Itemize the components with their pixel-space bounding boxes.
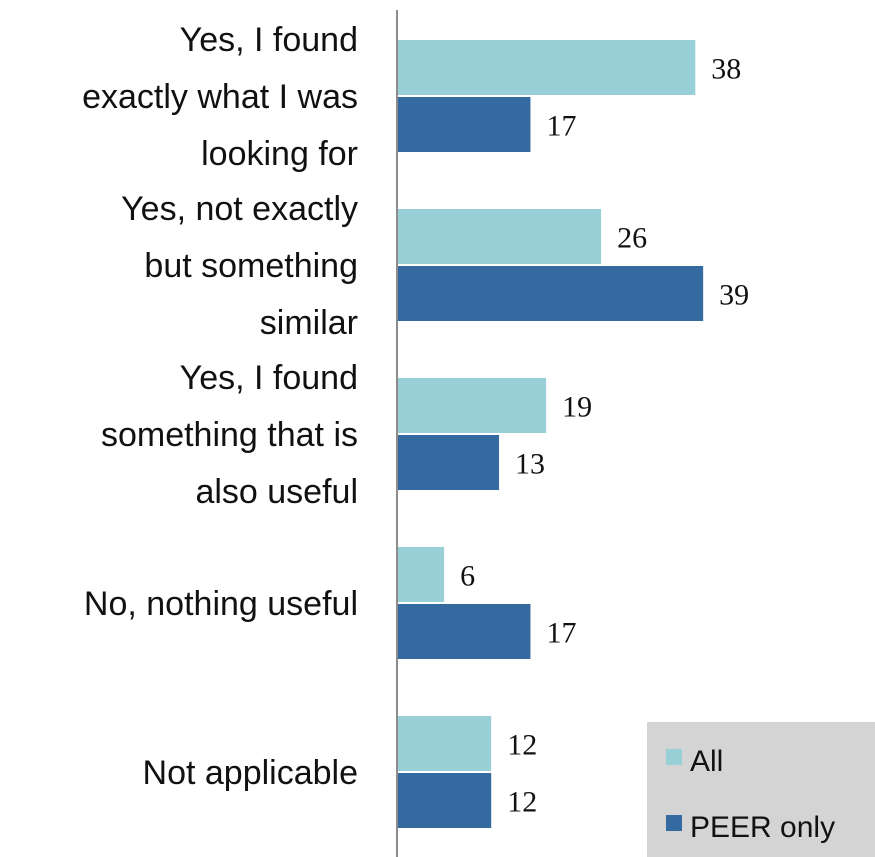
bar-peer-only-0 bbox=[397, 97, 531, 152]
category-label-line: Yes, I found bbox=[180, 21, 358, 59]
legend-label-peer-only: PEER only bbox=[690, 811, 835, 844]
category-label-line: No, nothing useful bbox=[84, 585, 358, 623]
category-label-line: Not applicable bbox=[143, 754, 358, 792]
value-label-peer-only-4: 12 bbox=[507, 786, 537, 819]
category-label-line: similar bbox=[260, 304, 358, 342]
category-label-line: exactly what I was bbox=[82, 78, 358, 116]
category-label-line: Yes, not exactly bbox=[121, 190, 358, 228]
value-label-all-4: 12 bbox=[507, 729, 537, 762]
category-label-3: No, nothing useful bbox=[84, 585, 358, 623]
bar-peer-only-1 bbox=[397, 266, 704, 321]
value-label-all-2: 19 bbox=[562, 391, 592, 424]
value-label-peer-only-1: 39 bbox=[719, 279, 749, 312]
bar-all-3 bbox=[397, 547, 445, 602]
legend: All PEER only bbox=[647, 722, 875, 857]
legend-label-all: All bbox=[690, 745, 723, 778]
value-label-all-3: 6 bbox=[460, 560, 475, 593]
bar-all-1 bbox=[397, 209, 602, 264]
category-label-2: Yes, I found something that is also useful bbox=[101, 359, 358, 511]
category-label-line: something that is bbox=[101, 416, 358, 454]
bar-all-0 bbox=[397, 40, 696, 95]
bar-peer-only-2 bbox=[397, 435, 500, 490]
category-label-line: but something bbox=[144, 247, 358, 285]
legend-box bbox=[647, 722, 875, 857]
value-label-all-0: 38 bbox=[711, 53, 741, 86]
bar-peer-only-4 bbox=[397, 773, 492, 828]
category-label-4: Not applicable bbox=[143, 754, 358, 792]
value-label-peer-only-0: 17 bbox=[546, 110, 576, 143]
category-label-0: Yes, I found exactly what I was looking fo… bbox=[82, 21, 358, 173]
legend-swatch-peer-only bbox=[666, 815, 682, 831]
legend-swatch-all bbox=[666, 749, 682, 765]
category-label-line: Yes, I found bbox=[180, 359, 358, 397]
value-label-peer-only-3: 17 bbox=[546, 617, 576, 650]
bar-peer-only-3 bbox=[397, 604, 531, 659]
category-label-line: also useful bbox=[195, 473, 358, 511]
value-label-peer-only-2: 13 bbox=[515, 448, 545, 481]
bar-all-4 bbox=[397, 716, 492, 771]
value-label-all-1: 26 bbox=[617, 222, 647, 255]
category-label-1: Yes, not exactly but something similar bbox=[121, 190, 358, 342]
category-label-line: looking for bbox=[201, 135, 358, 173]
bar-all-2 bbox=[397, 378, 547, 433]
